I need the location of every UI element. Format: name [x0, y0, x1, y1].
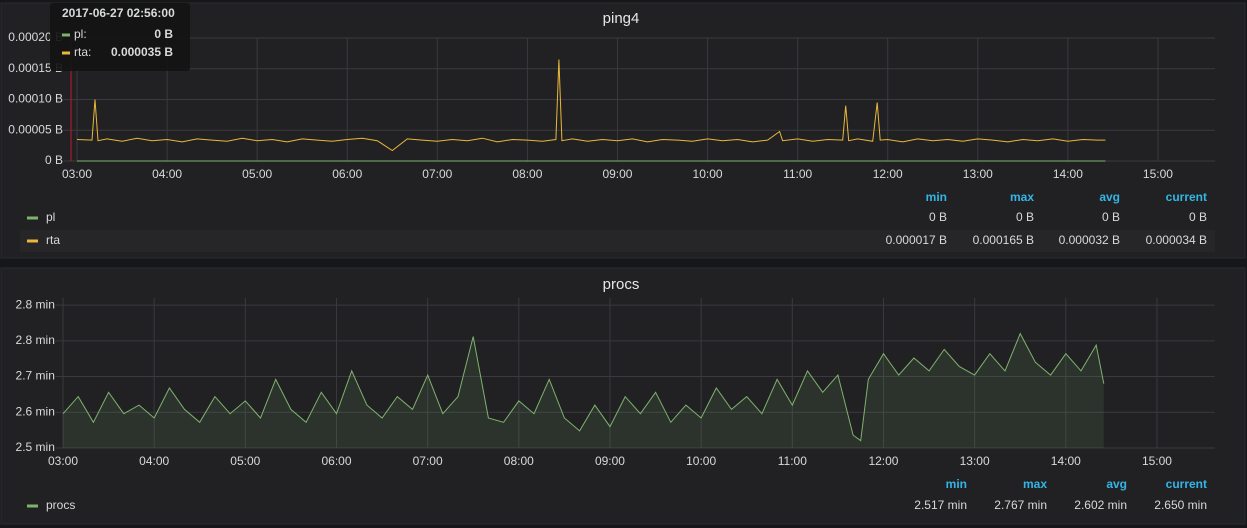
x-tick-label: 09:00	[595, 454, 625, 468]
x-tick-label: 13:00	[963, 167, 993, 181]
x-tick-label: 04:00	[152, 167, 182, 181]
legend-value: 2.650 min	[1154, 498, 1207, 512]
legend-row-bg	[20, 230, 1215, 252]
y-tick-label: 2.5 min	[16, 440, 55, 454]
legend-value: 0 B	[1102, 210, 1120, 224]
x-tick-label: 10:00	[686, 454, 716, 468]
legend-value: 2.767 min	[994, 498, 1047, 512]
y-tick-label: 2.6 min	[16, 404, 55, 418]
legend-value: 0 B	[1016, 210, 1034, 224]
legend-header: avg	[1106, 477, 1127, 491]
x-tick-label: 12:00	[868, 454, 898, 468]
x-tick-label: 14:00	[1051, 454, 1081, 468]
x-tick-label: 06:00	[321, 454, 351, 468]
tooltip-value: 0 B	[154, 27, 173, 41]
legend-value: 0.000034 B	[1146, 233, 1207, 247]
y-tick-label: 0.00010 B	[8, 92, 63, 106]
legend-name[interactable]: pl	[46, 210, 55, 224]
legend-value: 0 B	[1189, 210, 1207, 224]
x-tick-label: 03:00	[62, 167, 92, 181]
y-tick-label: 0.00005 B	[8, 122, 63, 136]
legend-name[interactable]: procs	[46, 498, 75, 512]
y-tick-label: 2.7 min	[16, 369, 55, 383]
panel-title: ping4	[603, 10, 640, 27]
panel-title: procs	[603, 276, 640, 293]
legend-value: 0.000032 B	[1059, 233, 1120, 247]
legend-value: 0.000165 B	[973, 233, 1034, 247]
tooltip-label: pl:	[74, 27, 87, 41]
x-tick-label: 06:00	[332, 167, 362, 181]
x-tick-label: 08:00	[504, 454, 534, 468]
x-tick-label: 11:00	[783, 167, 812, 181]
x-tick-label: 03:00	[48, 454, 78, 468]
tooltip	[50, 3, 190, 71]
x-tick-label: 14:00	[1053, 167, 1083, 181]
legend-header: avg	[1099, 190, 1120, 204]
y-tick-label: 0 B	[45, 153, 63, 167]
y-tick-label: 2.8 min	[16, 333, 55, 347]
legend-header: current	[1166, 477, 1207, 491]
x-tick-label: 04:00	[139, 454, 169, 468]
x-tick-label: 10:00	[693, 167, 723, 181]
legend-value: 2.602 min	[1074, 498, 1127, 512]
legend-value: 2.517 min	[914, 498, 967, 512]
series-line	[76, 59, 1106, 152]
x-tick-label: 07:00	[422, 167, 452, 181]
tooltip-value: 0.000035 B	[111, 45, 173, 59]
legend-value: 0 B	[929, 210, 947, 224]
legend-header: min	[946, 477, 967, 491]
tooltip-time: 2017-06-27 02:56:00	[62, 6, 175, 20]
legend-header: max	[1010, 190, 1034, 204]
x-tick-label: 15:00	[1143, 167, 1173, 181]
y-tick-label: 2.8 min	[16, 297, 55, 311]
x-tick-label: 12:00	[873, 167, 903, 181]
x-tick-label: 07:00	[413, 454, 443, 468]
x-tick-label: 05:00	[230, 454, 260, 468]
tooltip-label: rta:	[74, 45, 91, 59]
legend-header: max	[1023, 477, 1047, 491]
x-tick-label: 05:00	[242, 167, 272, 181]
series-line	[62, 332, 1105, 442]
legend-name[interactable]: rta	[46, 233, 60, 247]
legend-header: min	[926, 190, 947, 204]
x-tick-label: 15:00	[1142, 454, 1172, 468]
x-tick-label: 09:00	[602, 167, 632, 181]
x-tick-label: 11:00	[778, 454, 807, 468]
area	[62, 333, 1104, 448]
x-tick-label: 08:00	[512, 167, 542, 181]
y-tick-label: 0.00020 B	[8, 30, 63, 44]
y-tick-label: 0.00015 B	[8, 61, 63, 75]
legend-value: 0.000017 B	[886, 233, 947, 247]
panel	[0, 267, 1246, 525]
x-tick-label: 13:00	[960, 454, 990, 468]
legend-header: current	[1166, 190, 1207, 204]
